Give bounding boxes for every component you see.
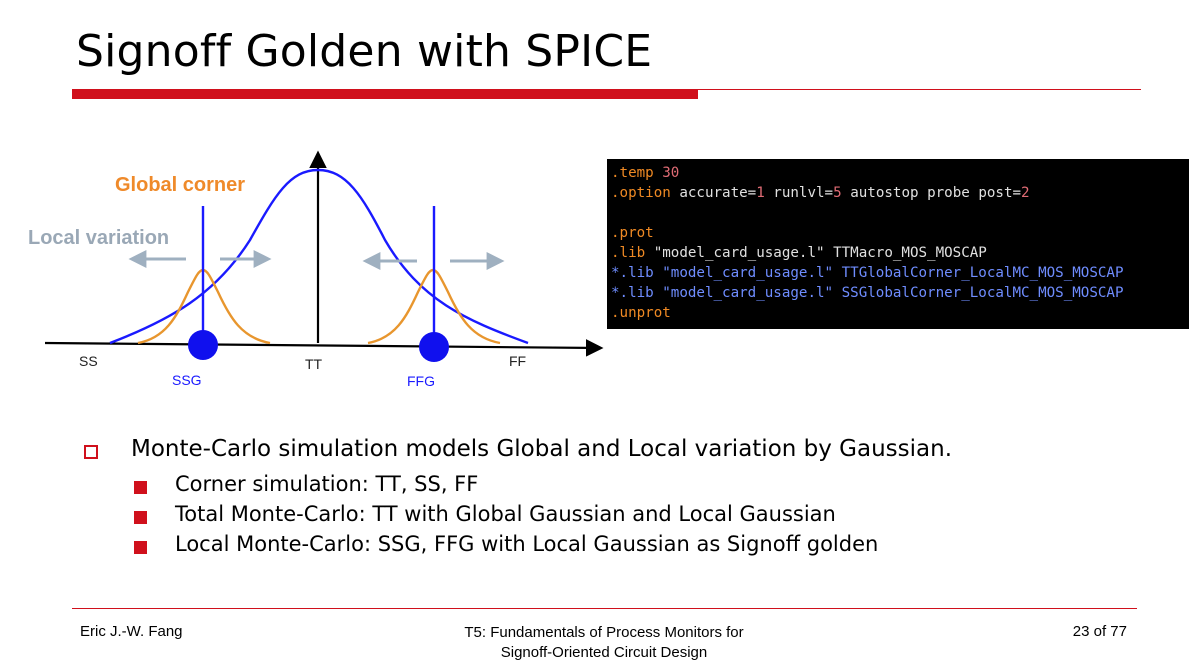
title-underline-thick [72, 89, 698, 99]
code-line: .temp 30 [607, 163, 1189, 183]
sub-bullet-text: Total Monte-Carlo: TT with Global Gaussi… [175, 502, 836, 526]
code-token: *.lib "model_card_usage.l" TTGlobalCorne… [611, 265, 1124, 281]
spice-code-panel: .temp 30 .option accurate=1 runlvl=5 auto… [607, 159, 1189, 329]
sub-bullet-text: Corner simulation: TT, SS, FF [175, 472, 479, 496]
x-axis [44, 339, 604, 357]
sub-bullet-text: Local Monte-Carlo: SSG, FFG with Local G… [175, 532, 879, 556]
code-token: autostop probe post= [841, 185, 1022, 201]
variation-diagram: Global corner Local variation SS TT FF S… [28, 150, 604, 389]
code-token [654, 165, 663, 181]
filled-square-bullet-icon [134, 541, 147, 554]
code-line: .option accurate=1 runlvl=5 autostop pro… [607, 183, 1189, 203]
filled-square-bullet-icon [134, 481, 147, 494]
ssg-marker [188, 330, 218, 360]
code-line [607, 203, 1189, 223]
ffg-marker [419, 332, 449, 362]
code-token: .lib [611, 245, 646, 261]
tick-ss: SS [79, 353, 98, 369]
code-token: 5 [833, 185, 842, 201]
hollow-square-bullet-icon [84, 445, 98, 459]
global-gaussian-curve [109, 168, 529, 345]
code-token: 2 [1021, 185, 1030, 201]
title-underline-thin [698, 89, 1141, 90]
code-line: .unprot [607, 303, 1189, 323]
code-token: .option [611, 185, 671, 201]
tick-ff: FF [509, 353, 526, 369]
footer-author: Eric J.-W. Fang [80, 623, 183, 640]
code-token: accurate= [670, 185, 757, 201]
bullet-main-text: Monte-Carlo simulation models Global and… [131, 436, 953, 462]
tick-ssg: SSG [172, 372, 202, 388]
footer-page-number: 23 of 77 [1072, 623, 1127, 640]
code-token: .prot [611, 225, 654, 241]
global-corner-label: Global corner [115, 174, 245, 196]
code-token: 1 [756, 185, 765, 201]
code-line: *.lib "model_card_usage.l" TTGlobalCorne… [607, 263, 1189, 283]
code-token: "model_card_usage.l" TTMacro_MOS_MOSCAP [645, 245, 987, 261]
local-variation-label: Local variation [28, 227, 169, 249]
code-line: .prot [607, 223, 1189, 243]
code-token: *.lib "model_card_usage.l" SSGlobalCorne… [611, 285, 1124, 301]
code-token: .temp [611, 165, 654, 181]
footer-session-line1: T5: Fundamentals of Process Monitors for [464, 624, 744, 641]
tick-tt: TT [305, 356, 323, 372]
tick-ffg: FFG [407, 373, 435, 389]
slide-title: Signoff Golden with SPICE [76, 26, 653, 77]
filled-square-bullet-icon [134, 511, 147, 524]
code-token: 30 [662, 165, 680, 181]
footer-session: T5: Fundamentals of Process Monitors for… [404, 623, 804, 663]
code-line: *.lib "model_card_usage.l" SSGlobalCorne… [607, 283, 1189, 303]
code-token: .unprot [611, 305, 671, 321]
footer-rule [72, 608, 1137, 609]
footer-session-line2: Signoff-Oriented Circuit Design [500, 644, 708, 661]
code-token: runlvl= [764, 185, 834, 201]
code-line: .lib "model_card_usage.l" TTMacro_MOS_MO… [607, 243, 1189, 263]
